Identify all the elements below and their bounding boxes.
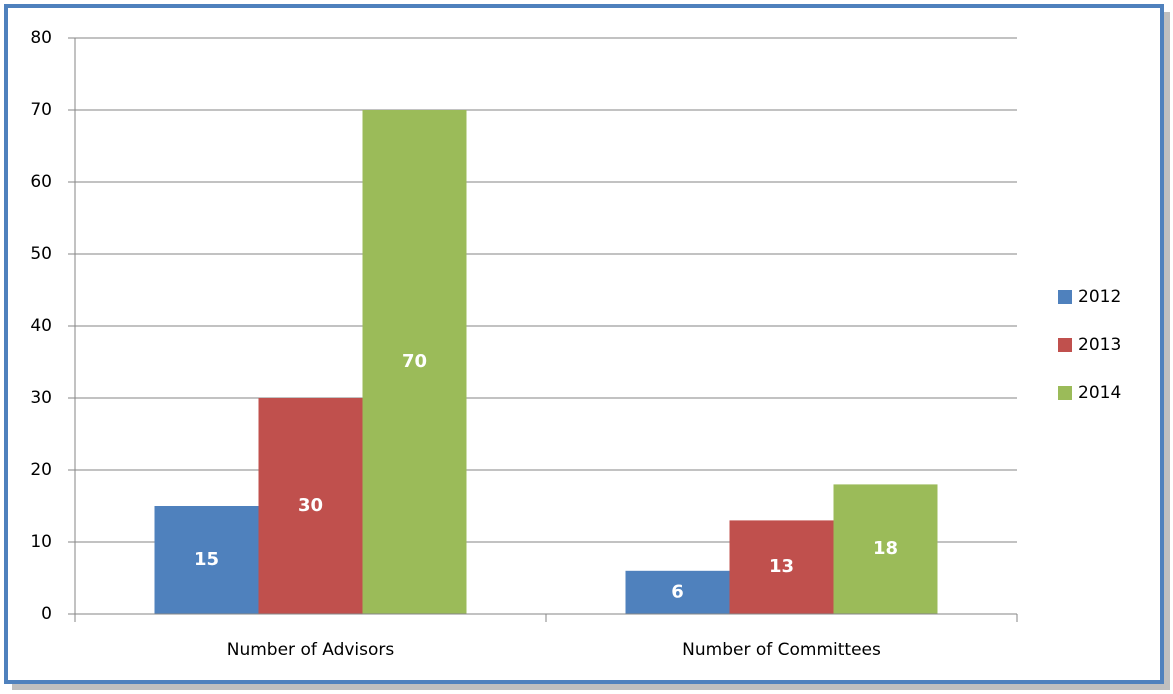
y-tick-label: 20 [30,460,52,480]
data-label: 13 [769,556,794,577]
legend-swatch [1058,386,1072,400]
legend-label: 2014 [1078,383,1121,403]
bar [833,484,938,614]
bar [362,110,467,614]
legend-label: 2012 [1078,287,1121,307]
data-label: 18 [873,538,898,559]
x-tick-label: Number of Committees [682,640,881,660]
legend-swatch [1058,290,1072,304]
x-tick-label: Number of Advisors [227,640,395,660]
y-tick-label: 40 [30,316,52,336]
bar [625,570,730,614]
y-tick-label: 50 [30,244,52,264]
legend-swatch [1058,338,1072,352]
data-label: 15 [194,549,219,570]
y-tick-label: 0 [41,604,52,624]
y-tick-label: 70 [30,100,52,120]
data-label: 30 [298,495,323,516]
y-tick-label: 10 [30,532,52,552]
data-label: 6 [671,581,684,602]
bar [729,520,834,614]
legend-label: 2013 [1078,335,1121,355]
data-label: 70 [402,351,427,372]
y-tick-label: 30 [30,388,52,408]
bar [154,506,259,614]
y-tick-label: 60 [30,172,52,192]
bar [258,398,363,614]
y-tick-label: 80 [30,28,52,48]
